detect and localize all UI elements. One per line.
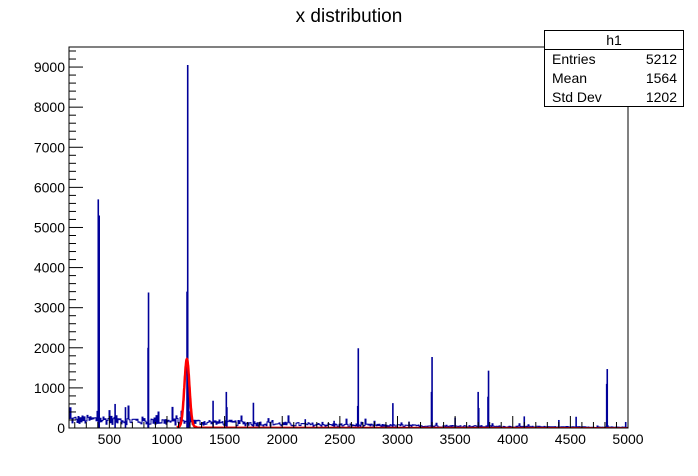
histogram-continuum [68,405,629,429]
stat-label: Std Dev [552,89,602,105]
x-tick-label: 4500 [555,431,586,447]
x-tick-label: 500 [98,431,122,447]
y-tick-label: 6000 [34,179,65,195]
y-tick-label: 7000 [34,139,65,155]
stat-row-mean: Mean 1564 [545,69,683,88]
stat-row-std-dev: Std Dev 1202 [545,88,683,107]
x-tick-label: 3000 [382,431,413,447]
x-tick-label: 2000 [267,431,298,447]
y-tick-label: 1000 [34,380,65,396]
y-tick-label: 9000 [34,59,65,75]
stat-value: 1564 [645,70,677,86]
chart-title: x distribution [295,6,403,27]
stat-label: Mean [552,70,588,86]
plot-frame [68,46,629,429]
fit-curve [176,357,198,429]
y-tick-label: 4000 [34,260,65,276]
x-axis: 500 1000 1500 2000 2500 3000 3500 4000 4500 5000 [74,416,644,447]
stat-value: 1202 [645,89,677,105]
x-tick-label: 5000 [612,431,643,447]
statistics-box-title: h1 [545,31,683,50]
y-tick-label: 3000 [34,300,65,316]
y-tick-label: 0 [57,420,65,436]
stat-value: 5212 [645,51,677,67]
x-tick-label: 2500 [324,431,355,447]
statistics-box: h1 Entries 5212 Mean 1564 Std Dev 1202 [544,30,684,107]
fit-curve-layer [176,357,629,429]
x-tick-label: 1000 [151,431,182,447]
x-tick-label: 1500 [209,431,240,447]
fit-baseline [196,426,629,429]
y-tick-label: 8000 [34,99,65,115]
histogram-bars [68,65,629,429]
y-axis: 0 1000 2000 3000 4000 5000 6000 7000 8000 9000 [34,50,83,436]
y-tick-label: 5000 [34,219,65,235]
x-tick-label: 4000 [497,431,528,447]
y-tick-label: 2000 [34,340,65,356]
stat-label: Entries [552,51,596,67]
x-tick-label: 3500 [440,431,471,447]
stat-row-entries: Entries 5212 [545,50,683,69]
